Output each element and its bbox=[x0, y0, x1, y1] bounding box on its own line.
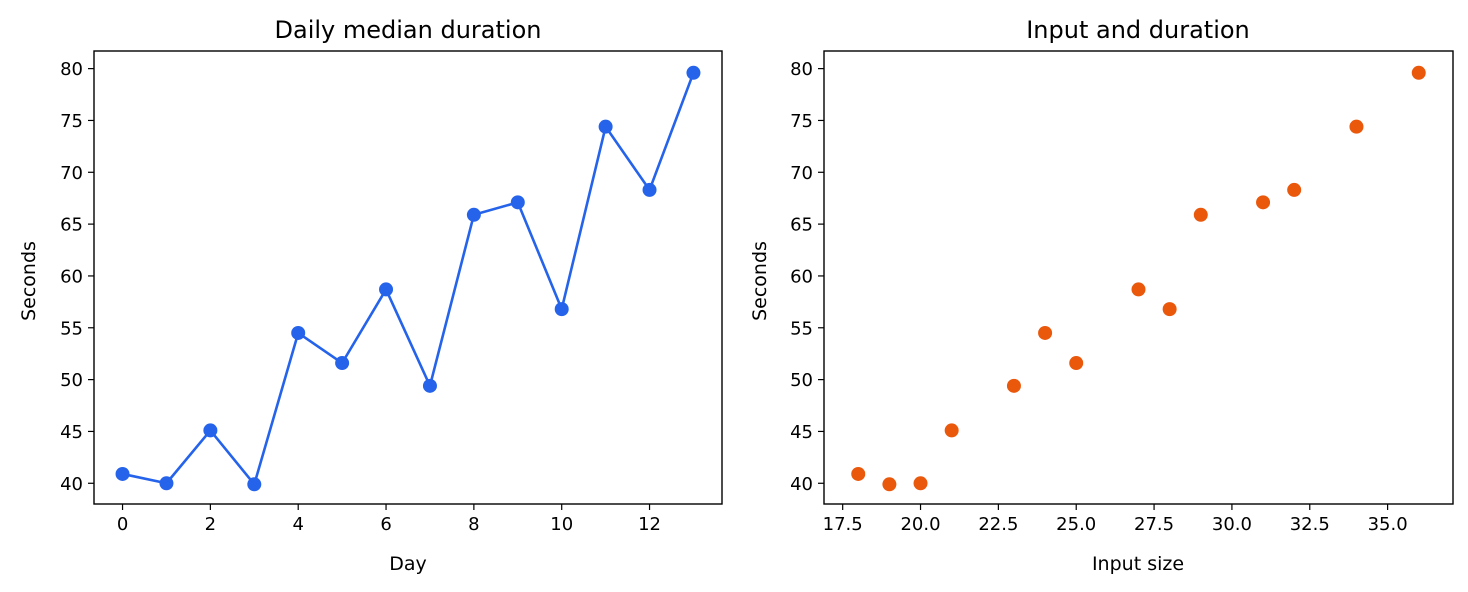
x-tick-label: 27.5 bbox=[1134, 514, 1174, 535]
data-point bbox=[554, 302, 569, 317]
chart-input-and-duration: Input and duration Input size Seconds 17… bbox=[749, 16, 1454, 575]
data-point bbox=[291, 325, 306, 340]
y-tick-label: 75 bbox=[60, 111, 83, 132]
x-tick-label: 35.0 bbox=[1368, 514, 1408, 535]
y-tick-label: 75 bbox=[790, 111, 813, 132]
y-tick-label: 55 bbox=[790, 318, 813, 339]
y-tick-label: 60 bbox=[60, 266, 83, 287]
ticks: 0 2 4 6 8 10 12 40 45 50 55 60 65 70 75 80 bbox=[60, 59, 661, 535]
y-axis-label: Seconds bbox=[749, 241, 771, 321]
data-point bbox=[1131, 282, 1146, 297]
y-tick-label: 45 bbox=[60, 422, 83, 443]
y-axis-label: Seconds bbox=[18, 241, 40, 321]
data-point bbox=[335, 356, 350, 371]
x-tick-label: 4 bbox=[292, 514, 303, 535]
x-tick-label: 25.0 bbox=[1056, 514, 1096, 535]
data-point bbox=[203, 423, 218, 438]
y-tick-label: 70 bbox=[60, 163, 83, 184]
chart-title: Daily median duration bbox=[275, 16, 542, 44]
y-tick-label: 55 bbox=[60, 318, 83, 339]
data-point bbox=[247, 477, 262, 492]
y-tick-label: 80 bbox=[790, 59, 813, 80]
x-tick-label: 10 bbox=[550, 514, 573, 535]
data-point bbox=[598, 119, 613, 134]
y-tick-label: 45 bbox=[790, 422, 813, 443]
data-point bbox=[466, 207, 481, 222]
data-point bbox=[159, 476, 174, 491]
series bbox=[115, 65, 701, 492]
x-tick-label: 12 bbox=[638, 514, 661, 535]
x-tick-label: 30.0 bbox=[1212, 514, 1252, 535]
x-tick-label: 32.5 bbox=[1290, 514, 1330, 535]
series bbox=[851, 65, 1426, 492]
data-point bbox=[944, 423, 959, 438]
ticks: 17.5 20.0 22.5 25.0 27.5 30.0 32.5 35.0 40 45 50 55… bbox=[790, 59, 1408, 535]
y-tick-label: 65 bbox=[790, 215, 813, 236]
data-point bbox=[115, 466, 130, 481]
data-point bbox=[1193, 207, 1208, 222]
x-tick-label: 20.0 bbox=[900, 514, 940, 535]
data-point bbox=[379, 282, 394, 297]
x-tick-label: 0 bbox=[117, 514, 128, 535]
data-point bbox=[1349, 119, 1364, 134]
data-point bbox=[913, 476, 928, 491]
data-point bbox=[851, 466, 866, 481]
y-tick-label: 50 bbox=[790, 370, 813, 391]
x-tick-label: 2 bbox=[205, 514, 216, 535]
y-tick-label: 80 bbox=[60, 59, 83, 80]
plot-frame bbox=[93, 50, 723, 505]
y-tick-label: 60 bbox=[790, 266, 813, 287]
data-point bbox=[1162, 302, 1177, 317]
y-tick-label: 40 bbox=[60, 474, 83, 495]
data-point bbox=[1411, 65, 1426, 80]
chart-daily-median-duration: Daily median duration Day Seconds 0 2 4 6 8 1… bbox=[18, 16, 723, 575]
data-point bbox=[686, 65, 701, 80]
series-line bbox=[122, 72, 695, 486]
data-point bbox=[1256, 195, 1271, 210]
data-point bbox=[882, 477, 897, 492]
y-tick-label: 50 bbox=[60, 370, 83, 391]
data-point bbox=[1069, 356, 1084, 371]
x-tick-label: 17.5 bbox=[823, 514, 863, 535]
data-point bbox=[1006, 378, 1021, 393]
data-point bbox=[642, 182, 657, 197]
y-tick-label: 70 bbox=[790, 163, 813, 184]
data-point bbox=[1038, 325, 1053, 340]
plot-frame bbox=[823, 50, 1454, 505]
chart-title: Input and duration bbox=[1026, 16, 1250, 44]
data-point bbox=[1287, 182, 1302, 197]
data-point bbox=[422, 378, 437, 393]
x-tick-label: 6 bbox=[380, 514, 391, 535]
x-tick-label: 22.5 bbox=[978, 514, 1018, 535]
y-tick-label: 40 bbox=[790, 474, 813, 495]
data-point bbox=[510, 195, 525, 210]
x-axis-label: Input size bbox=[1092, 553, 1184, 575]
x-tick-label: 8 bbox=[468, 514, 479, 535]
y-tick-label: 65 bbox=[60, 215, 83, 236]
x-axis-label: Day bbox=[389, 553, 427, 575]
